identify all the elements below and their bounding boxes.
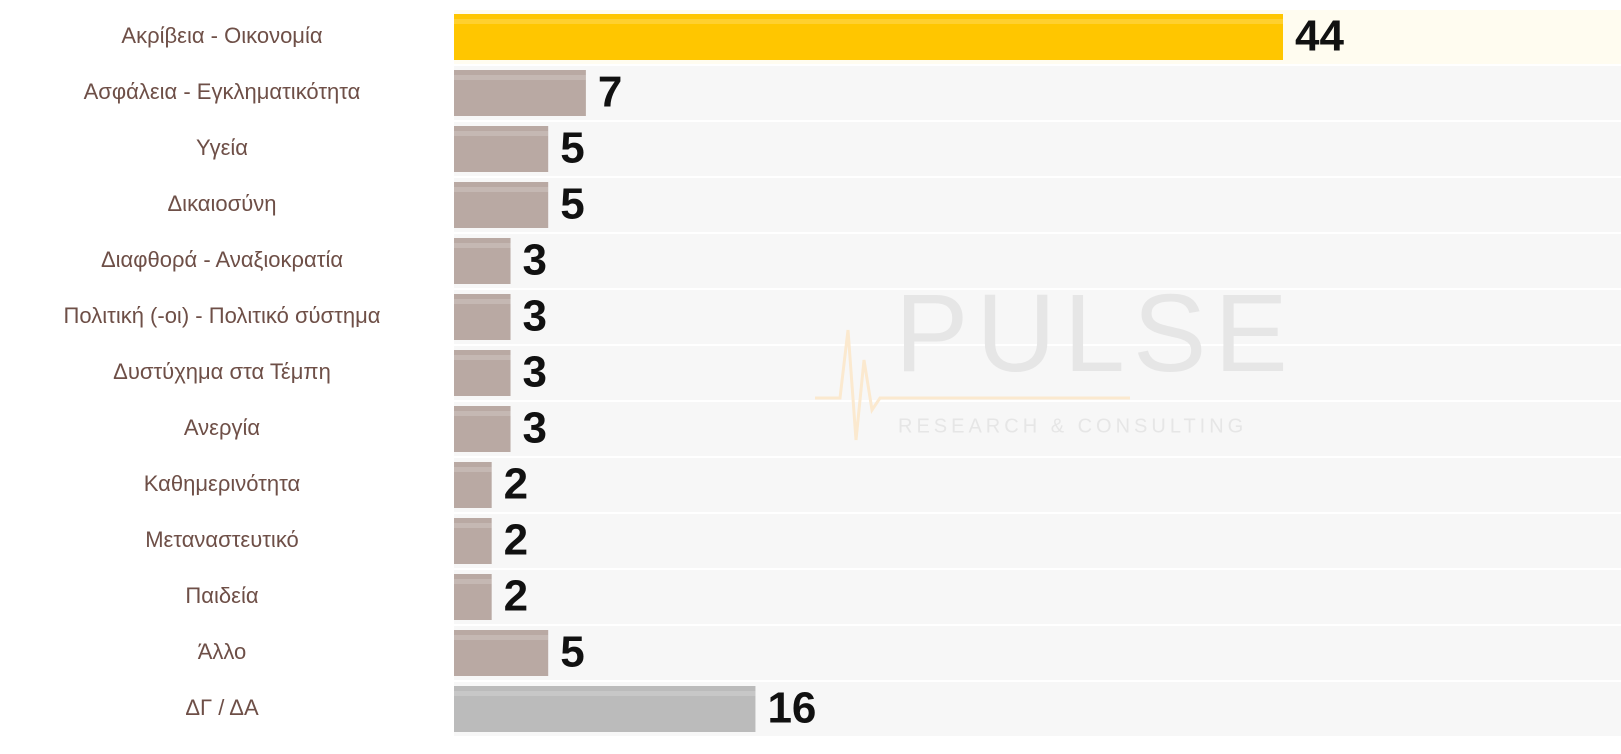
category-label: Υγεία [196, 135, 248, 160]
bar-highlight [454, 467, 492, 472]
row-background [454, 346, 1621, 400]
value-label: 16 [767, 684, 816, 733]
row-background [454, 290, 1621, 344]
bar [454, 238, 511, 284]
bar [454, 70, 586, 116]
bar-highlight [454, 355, 511, 360]
category-label: Πολιτική (-οι) - Πολιτικό σύστημα [64, 303, 381, 328]
value-label: 2 [504, 572, 528, 621]
value-label: 3 [523, 404, 547, 453]
bar-highlight [454, 523, 492, 528]
category-label: Ανεργία [184, 415, 260, 440]
bar-highlight [454, 579, 492, 584]
bar-highlight [454, 131, 549, 136]
bar-highlight [454, 243, 511, 248]
category-label: Καθημερινότητα [144, 471, 301, 496]
category-label: Ακρίβεια - Οικονομία [121, 23, 322, 48]
bar [454, 406, 511, 452]
value-label: 2 [504, 516, 528, 565]
bar [454, 686, 756, 732]
bar-highlight [454, 75, 586, 80]
row-background [454, 458, 1621, 512]
bar [454, 294, 511, 340]
category-label: Μεταναστευτικό [145, 527, 299, 552]
bar-highlight [454, 19, 1283, 24]
watermark-subtitle: RESEARCH & CONSULTING [898, 415, 1247, 437]
row-background [454, 122, 1621, 176]
bar [454, 518, 492, 564]
row-background [454, 234, 1621, 288]
row-background [454, 66, 1621, 120]
bar-highlight [454, 411, 511, 416]
bar [454, 126, 549, 172]
watermark-pulse [815, 329, 1130, 441]
category-label: ΔΓ / ΔΑ [185, 695, 259, 720]
bar-highlight [454, 299, 511, 304]
bar [454, 462, 492, 508]
category-label: Παιδεία [185, 583, 258, 608]
row-background [454, 570, 1621, 624]
row-background [454, 402, 1621, 456]
row-background [454, 626, 1621, 680]
bar-highlight [454, 691, 756, 696]
category-label: Διαφθορά - Αναξιοκρατία [101, 247, 343, 272]
bar [454, 14, 1283, 60]
value-label: 7 [598, 68, 622, 117]
value-label: 3 [523, 292, 547, 341]
value-label: 5 [560, 180, 584, 229]
category-label: Άλλο [198, 639, 247, 664]
bar-highlight [454, 635, 549, 640]
value-label: 3 [523, 348, 547, 397]
value-label: 5 [560, 124, 584, 173]
value-label: 2 [504, 460, 528, 509]
watermark-title: PULSE [895, 272, 1296, 395]
value-label: 3 [523, 236, 547, 285]
category-label: Ασφάλεια - Εγκληματικότητα [84, 79, 361, 104]
row-background [454, 178, 1621, 232]
watermark: PULSE RESEARCH & CONSULTING [815, 272, 1296, 441]
value-label: 44 [1295, 12, 1344, 61]
category-label: Δυστύχημα στα Τέμπη [113, 359, 331, 384]
bar [454, 630, 549, 676]
value-label: 5 [560, 628, 584, 677]
row-background [454, 514, 1621, 568]
bar [454, 182, 549, 228]
bar [454, 574, 492, 620]
bar-highlight [454, 187, 549, 192]
bar [454, 350, 511, 396]
category-label: Δικαιοσύνη [167, 191, 276, 216]
